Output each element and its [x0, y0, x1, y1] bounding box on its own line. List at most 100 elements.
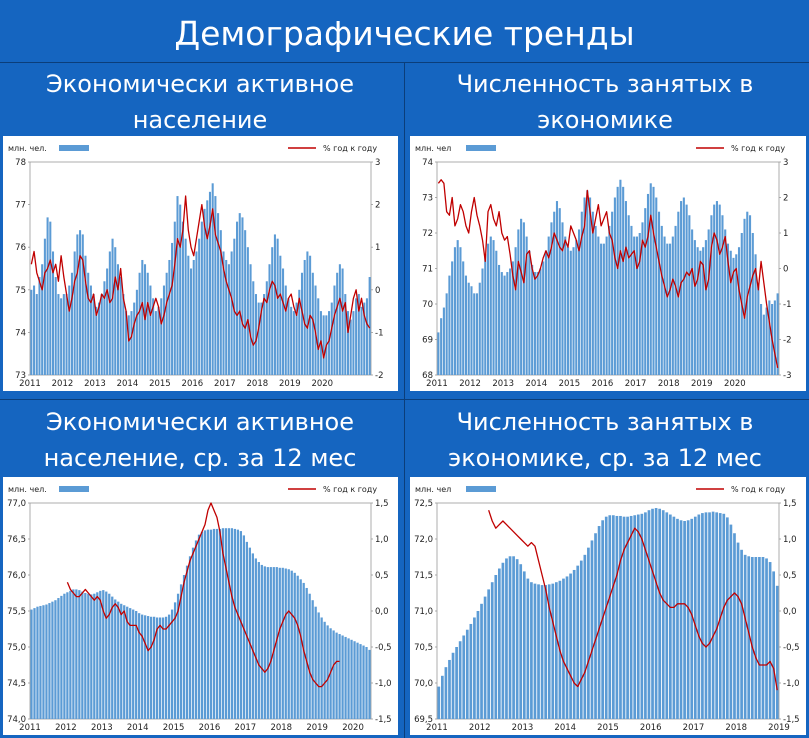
bar — [203, 530, 207, 719]
bar — [663, 236, 666, 375]
bar — [748, 215, 752, 375]
bar — [39, 605, 42, 719]
chart-active-population-svg: 73 74 75 76 77 78 -2 -1 0 1 2 3 2011 2012 2013 2014 2015… — [8, 144, 383, 389]
bar — [179, 584, 183, 719]
panel-title-employed: Численность занятых в экономике — [456, 70, 754, 134]
bar — [544, 585, 548, 719]
x-tick-label: 2011 — [19, 723, 41, 733]
bar — [626, 516, 629, 719]
bar — [317, 298, 320, 375]
bar — [141, 614, 144, 719]
right-tick-label: -3 — [783, 371, 791, 381]
bar — [445, 293, 448, 375]
bar — [130, 311, 133, 375]
bar — [78, 590, 81, 719]
bar — [60, 595, 63, 719]
bar — [165, 272, 168, 375]
x-tick-label: 2020 — [342, 723, 364, 733]
bar — [263, 294, 266, 375]
bar — [616, 186, 619, 375]
bar — [579, 560, 583, 719]
bar — [68, 285, 71, 375]
bar — [84, 255, 87, 375]
left-tick-label: 72 — [422, 229, 433, 239]
bar — [465, 629, 469, 719]
bar — [636, 514, 640, 719]
bar — [688, 215, 691, 375]
right-tick-label: 1,0 — [375, 535, 389, 545]
bar — [209, 529, 213, 719]
bar — [230, 251, 233, 375]
bar — [505, 558, 508, 719]
bar — [456, 240, 459, 375]
panel-title-employed-12m: Численность занятых в экономике, ср. за … — [448, 408, 762, 472]
bar — [622, 516, 626, 719]
bar — [242, 535, 246, 719]
x-tick-label: 2020 — [724, 379, 746, 389]
bar — [108, 251, 111, 375]
bar — [365, 647, 368, 719]
bar — [266, 567, 269, 719]
bar — [328, 311, 331, 375]
bar — [356, 642, 359, 719]
x-tick-label: 2013 — [91, 723, 113, 733]
bar — [30, 289, 33, 375]
left-tick-label: 74 — [15, 328, 26, 338]
bar — [135, 289, 138, 375]
left-unit-label: млн. чел — [415, 485, 451, 494]
bar — [597, 526, 601, 719]
left-unit-label: млн. чел. — [8, 485, 47, 494]
bar — [97, 302, 101, 375]
bar — [257, 302, 260, 375]
bar — [644, 208, 647, 375]
bar — [338, 634, 341, 719]
chart-employed-12m: 69,5 70,0 70,5 71,0 71,5 72,0 72,5 -1,5 -1,0 -0,5… — [410, 477, 806, 735]
bar — [227, 528, 231, 719]
bar — [442, 307, 445, 375]
bar — [362, 645, 365, 719]
bar — [649, 183, 652, 375]
bar — [740, 549, 743, 719]
bar — [576, 565, 580, 719]
bar — [344, 294, 347, 375]
bar — [311, 600, 314, 719]
bar — [652, 186, 655, 375]
bar — [70, 272, 73, 375]
right-tick-label: 0 — [783, 265, 788, 275]
bar — [565, 576, 569, 719]
bar — [551, 583, 555, 719]
legend-bar-swatch — [59, 486, 89, 492]
bar — [726, 243, 730, 375]
bar — [57, 598, 60, 719]
bar — [481, 268, 484, 375]
x-tick-label: 2015 — [597, 723, 619, 733]
bar — [661, 510, 665, 719]
bar — [65, 294, 68, 375]
bar — [547, 236, 550, 375]
left-tick-label: 77 — [15, 201, 26, 211]
bar — [691, 229, 694, 375]
left-tick-label: 76,5 — [7, 535, 26, 545]
right-tick-label: 2 — [783, 194, 788, 204]
chart-active-population-12m: 74,0 74,5 75,0 75,5 76,0 76,5 77,0 -1,5 -1,0 -0,5… — [3, 477, 398, 735]
bar — [221, 528, 225, 719]
bar — [368, 649, 371, 719]
bar — [41, 264, 44, 375]
x-tick-label: 2011 — [19, 379, 41, 389]
bar — [480, 603, 483, 719]
left-tick-label: 75,5 — [7, 607, 26, 617]
bar — [38, 277, 41, 375]
right-tick-label: -0,5 — [375, 643, 392, 653]
bar — [263, 566, 266, 719]
bar — [655, 197, 658, 375]
bar — [57, 294, 60, 375]
bar — [668, 514, 672, 719]
bar — [75, 589, 78, 719]
bar — [590, 540, 594, 719]
bar — [260, 302, 263, 375]
bar — [363, 302, 366, 375]
bar — [566, 247, 570, 375]
bar — [572, 247, 575, 375]
bar — [276, 238, 279, 375]
x-tick-label: 2013 — [84, 379, 106, 389]
